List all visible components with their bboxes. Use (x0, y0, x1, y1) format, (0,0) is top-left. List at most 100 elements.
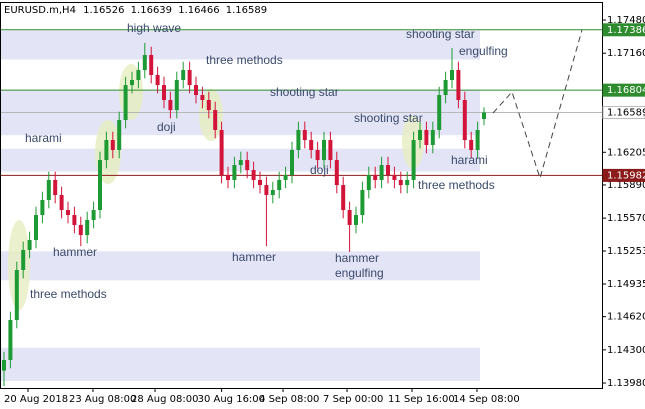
candle-body (392, 174, 397, 180)
candle-body (450, 70, 454, 80)
y-tick-label: 1.15570 (607, 213, 645, 224)
candle-body (142, 54, 147, 71)
candle-body (283, 174, 288, 180)
y-tick-label: 1.13980 (607, 378, 645, 389)
axes: 1.17480 1.17160 1.16205 1.15890 1.15570 1.152… (4, 15, 645, 405)
pattern-label: high wave (127, 21, 181, 35)
candle-body (245, 160, 250, 171)
candles (2, 42, 486, 387)
candle-body (66, 210, 70, 216)
x-tick-label: 11 Sep 16:00 (388, 394, 455, 405)
pattern-label: three methods (30, 287, 107, 301)
symbol: EURUSD.m,H4 (4, 5, 76, 16)
pattern-label: harami (451, 153, 488, 167)
x-tick-label: 7 Sep 00:00 (323, 394, 383, 405)
price-label: 1.15982 (607, 170, 645, 181)
candle-body (360, 190, 365, 216)
candle-body (187, 70, 192, 86)
header-close: 1.16589 (226, 5, 267, 16)
zone (0, 30, 480, 60)
candle-body (290, 149, 294, 175)
candle-body (398, 179, 403, 186)
pattern-label: shooting star (354, 111, 423, 125)
candle-body (40, 199, 45, 216)
candle-body (149, 54, 154, 76)
x-tick-label: 20 Aug 2018 (4, 394, 68, 405)
pattern-label: doji (157, 120, 176, 134)
candle-body (200, 95, 205, 101)
candle-body (232, 165, 237, 180)
candle-body (136, 70, 141, 80)
y-tick-label: 1.15890 (607, 180, 645, 191)
candle-body (309, 140, 314, 150)
candle-body (21, 249, 26, 270)
candle-body (270, 190, 275, 195)
x-tick-label: 28 Aug 08:00 (131, 394, 198, 405)
candle-body (373, 174, 378, 180)
zone (0, 347, 480, 381)
candle-body (219, 129, 224, 175)
y-tick-label: 1.17480 (607, 15, 645, 26)
y-tick-label: 1.14300 (607, 345, 645, 356)
candle-body (98, 160, 102, 211)
candle-body (2, 359, 6, 371)
x-tick-label: 23 Aug 08:00 (69, 394, 136, 405)
pattern-label: hammer (335, 251, 379, 265)
y-tick-label: 1.15253 (607, 246, 645, 257)
candle-body (443, 79, 448, 96)
candle-body (155, 75, 160, 86)
highlight (8, 220, 30, 310)
candle-body (117, 120, 122, 150)
candle-body (181, 70, 186, 80)
pattern-label: three methods (206, 53, 283, 67)
candle-body (258, 179, 262, 186)
candle-body (341, 185, 346, 211)
pattern-label: doji (310, 163, 329, 177)
candle-body (347, 210, 352, 225)
candle-body (53, 179, 58, 195)
y-tick-label: 1.17160 (607, 48, 645, 59)
candle-body (405, 179, 410, 186)
price-label: 1.16804 (607, 85, 645, 96)
candle-body (213, 110, 218, 130)
y-tick-label: 1.14620 (607, 312, 645, 323)
x-tick-label: 30 Aug 16:00 (198, 394, 265, 405)
candle-body (456, 70, 461, 101)
candle-body (424, 129, 429, 146)
candle-body (110, 140, 115, 150)
candle-body (130, 79, 134, 86)
y-tick-label: 1.16205 (607, 147, 645, 158)
x-tick-label: 4 Sep 08:00 (259, 394, 319, 405)
candle-body (27, 240, 32, 250)
candle-body (78, 224, 83, 236)
header: EURUSD.m,H4 1.16526 1.16639 1.16466 1.16… (4, 5, 267, 16)
candle-body (379, 165, 384, 180)
candle-body (162, 85, 166, 101)
candle-body (206, 100, 211, 111)
pattern-label: shooting star (270, 85, 339, 99)
candle-body (72, 215, 77, 225)
price-label: 1.17386 (607, 25, 645, 36)
candle-body (226, 174, 230, 180)
zone (0, 251, 480, 281)
candle-body (430, 129, 435, 146)
candle-body (469, 140, 474, 150)
candle-body (322, 140, 326, 161)
price-label-box (602, 23, 645, 37)
candle-body (334, 160, 339, 186)
candle-body (85, 219, 90, 236)
candle-body (437, 95, 442, 130)
candle-body (59, 195, 64, 211)
candle-body (328, 140, 333, 161)
forecast-path (492, 29, 583, 180)
price-label-box (602, 168, 645, 182)
annotations: high wave three methods shooting star shoot… (25, 21, 508, 301)
candle-body (168, 100, 173, 111)
candle-body (123, 85, 128, 121)
pattern-label: engulfing (335, 266, 384, 280)
x-tick-label: 14 Sep 08:00 (453, 394, 520, 405)
candle-body (174, 79, 179, 111)
pattern-label: harami (25, 131, 62, 145)
